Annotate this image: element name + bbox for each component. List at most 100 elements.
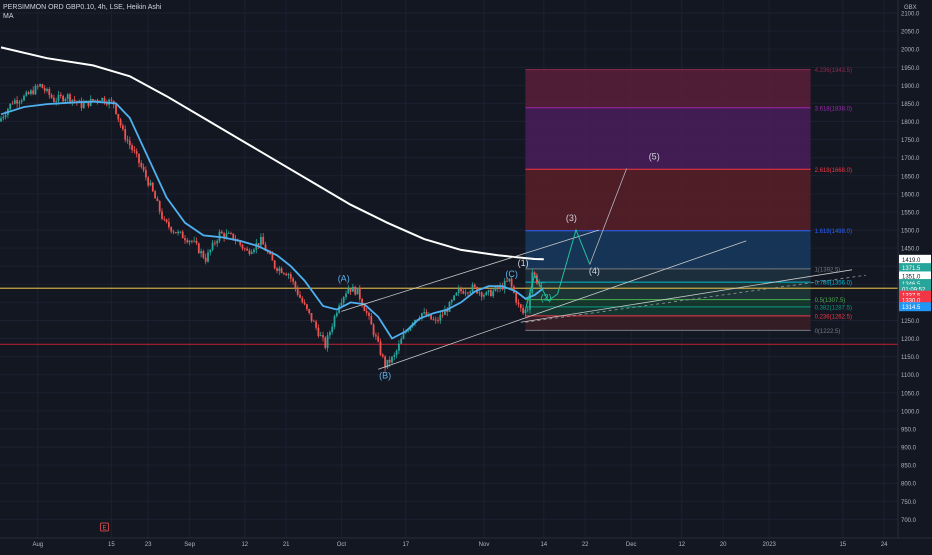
candle-body (437, 319, 439, 321)
candle-body (345, 293, 347, 298)
price-tick-label: 1650.0 (901, 174, 920, 180)
candle-body (126, 139, 129, 141)
candle-body (425, 312, 428, 317)
candle-body (423, 312, 426, 314)
candle-body (333, 316, 336, 327)
fib-zones (525, 69, 811, 331)
candle-body (434, 319, 437, 321)
candle-body (209, 249, 212, 253)
price-tick-label: 750.0 (901, 500, 917, 506)
indicator-label[interactable]: MA (3, 13, 14, 20)
candle-body (315, 321, 317, 328)
price-tag-bg (899, 295, 931, 305)
candle-body (352, 286, 354, 292)
candle-body (503, 280, 506, 290)
candle-body (82, 103, 85, 108)
candle-body (25, 92, 28, 96)
candle-body (128, 140, 131, 146)
candle-body (11, 103, 14, 105)
candle-body (170, 227, 173, 232)
time-tick-label: Aug (32, 542, 43, 548)
candle-body (289, 274, 292, 279)
price-tick-label: 2100.0 (901, 12, 920, 18)
candle-body (448, 302, 451, 312)
candle-body (375, 335, 377, 337)
candle-body (223, 233, 225, 238)
candle-body (165, 219, 168, 222)
wave-label: (2) (541, 293, 552, 303)
candle-body (149, 182, 152, 186)
fib-level-label: 0.786(1356.0) (815, 281, 852, 287)
candle-body (439, 314, 442, 321)
price-tick-label: 1700.0 (901, 156, 920, 162)
fib-zone (525, 69, 811, 108)
ma-slow-line (0, 46, 544, 261)
candle-body (480, 292, 483, 297)
price-tick-label: 1150.0 (901, 355, 920, 361)
candles (0, 83, 545, 372)
price-tick-label: 2050.0 (901, 30, 920, 36)
candle-body (145, 170, 147, 178)
candle-body (124, 129, 127, 140)
candle-body (80, 100, 83, 108)
candle-body (517, 302, 520, 305)
candle-body (271, 254, 274, 261)
candle-body (384, 356, 386, 368)
candle-body (310, 312, 313, 321)
candle-body (163, 218, 166, 220)
fib-level-label: 0(1222.5) (815, 329, 841, 335)
candle-body (36, 85, 39, 87)
candle-body (184, 238, 186, 241)
candle-body (151, 182, 154, 192)
candle-body (280, 268, 283, 274)
candle-body (59, 94, 62, 97)
candle-body (322, 335, 324, 338)
candle-body (142, 166, 145, 171)
time-tick-label: Dec (626, 542, 637, 548)
candle-body (301, 297, 304, 303)
candle-body (278, 268, 281, 271)
candle-body (492, 290, 495, 297)
candle-body (174, 232, 177, 234)
candle-body (181, 231, 184, 239)
time-tick-label: 15 (839, 542, 846, 548)
candle-body (526, 309, 529, 311)
candle-body (388, 359, 391, 363)
price-tick-label: 1200.0 (901, 337, 920, 343)
price-tick-label: 1250.0 (901, 319, 920, 325)
candle-body (269, 252, 271, 255)
price-tick-label: 1050.0 (901, 391, 920, 397)
candle-body (115, 104, 117, 114)
candle-body (273, 260, 276, 269)
candle-body (358, 287, 361, 300)
candle-body (409, 326, 412, 331)
candle-body (542, 282, 545, 284)
candle-body (432, 319, 435, 321)
candle-body (214, 242, 216, 244)
candle-body (92, 98, 94, 101)
candle-body (110, 99, 113, 101)
candle-body (195, 240, 198, 244)
candle-body (285, 273, 288, 276)
earnings-marker-icon (100, 522, 109, 532)
candle-body (386, 359, 389, 368)
fib-level-label: 1(1392.5) (815, 267, 841, 273)
fib-level-label: 0.5(1307.5) (815, 298, 846, 304)
candle-body (308, 308, 311, 313)
price-tag-bg (899, 279, 931, 289)
price-tick-label: 1750.0 (901, 138, 920, 144)
candle-body (398, 343, 400, 351)
price-tick-label: 1800.0 (901, 120, 920, 126)
candle-body (239, 241, 242, 245)
candle-body (87, 100, 90, 106)
candle-body (227, 233, 230, 234)
candle-body (55, 101, 58, 102)
candle-body (312, 320, 315, 322)
candle-body (53, 97, 55, 102)
candle-body (140, 162, 143, 167)
price-tick-label: 1500.0 (901, 229, 920, 235)
candle-body (283, 273, 285, 274)
wave-label: (B) (379, 370, 391, 380)
